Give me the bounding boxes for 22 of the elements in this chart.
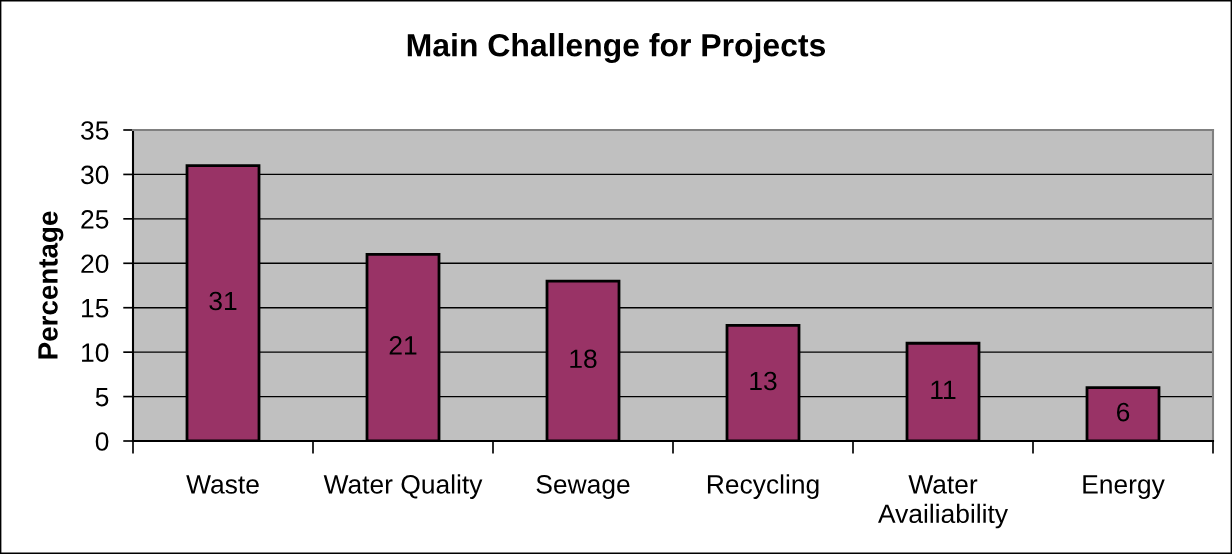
x-tick-label: Sewage — [536, 475, 630, 499]
x-tick-label: Water Quality — [323, 474, 483, 499]
data-label: 11 — [931, 380, 956, 399]
x-tick-label: Energy — [1083, 475, 1165, 499]
y-tick-label: 35 — [81, 121, 109, 140]
y-tick-label: 15 — [82, 299, 109, 318]
y-axis-title: Percentage — [38, 211, 64, 359]
x-tick-label: Waste — [186, 475, 259, 494]
y-tick-label: 25 — [81, 209, 109, 229]
y-tick-label: 30 — [81, 165, 109, 185]
x-tick-label: Recycling — [707, 474, 819, 499]
data-label: 6 — [1117, 402, 1130, 422]
y-tick-label: 0 — [95, 432, 109, 451]
data-label: 31 — [209, 291, 237, 311]
y-tick-label: 5 — [95, 387, 109, 407]
data-label: 21 — [389, 336, 417, 355]
y-tick-label: 20 — [81, 254, 109, 274]
chart-title: Main Challenge for Projects — [407, 33, 826, 63]
data-label: 18 — [570, 349, 597, 369]
data-label: 13 — [750, 371, 777, 391]
y-tick-label: 10 — [82, 343, 109, 362]
x-tick-label: Water Availiability — [878, 475, 1008, 529]
